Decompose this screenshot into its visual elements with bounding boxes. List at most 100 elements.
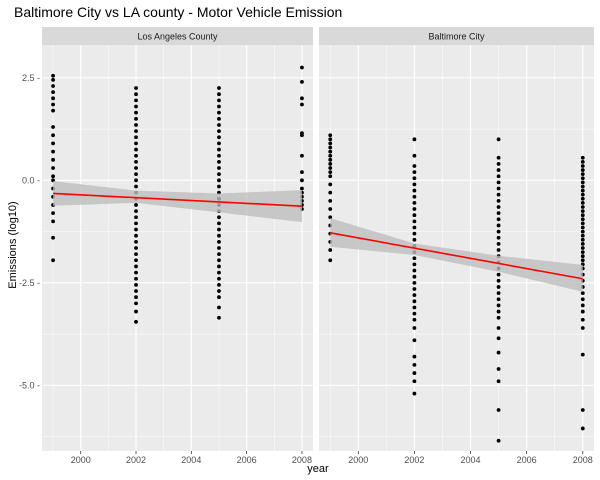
x-tick-label: 2008 bbox=[573, 455, 593, 465]
data-point bbox=[300, 96, 304, 101]
data-point bbox=[328, 190, 333, 195]
data-point bbox=[51, 211, 55, 216]
data-point bbox=[217, 86, 221, 90]
data-point bbox=[217, 141, 221, 146]
data-point bbox=[412, 137, 417, 142]
data-point bbox=[412, 311, 417, 316]
data-point bbox=[328, 198, 333, 203]
data-point bbox=[217, 283, 221, 287]
data-point bbox=[51, 258, 55, 263]
data-point bbox=[496, 303, 501, 308]
data-point bbox=[496, 367, 501, 371]
data-point bbox=[496, 155, 501, 160]
data-point bbox=[580, 188, 585, 193]
data-point bbox=[134, 153, 138, 158]
data-point bbox=[134, 309, 138, 314]
data-point bbox=[51, 125, 55, 129]
data-point bbox=[412, 317, 417, 322]
data-point bbox=[412, 362, 417, 367]
data-point bbox=[134, 98, 138, 103]
data-point bbox=[51, 108, 55, 113]
data-point bbox=[217, 246, 221, 250]
data-point bbox=[580, 258, 585, 263]
data-point bbox=[134, 129, 138, 134]
x-tick-label: 2008 bbox=[292, 455, 312, 465]
data-point bbox=[580, 205, 585, 209]
data-point bbox=[328, 153, 333, 158]
data-point bbox=[496, 408, 501, 412]
data-point bbox=[134, 159, 138, 164]
data-point bbox=[328, 170, 333, 175]
y-axis-title: Emissions (log10) bbox=[7, 201, 19, 288]
data-point bbox=[328, 215, 333, 220]
data-point bbox=[217, 98, 221, 103]
data-point bbox=[51, 219, 55, 224]
data-point bbox=[412, 287, 417, 291]
data-point bbox=[496, 186, 501, 191]
data-point bbox=[51, 77, 55, 82]
chart-title: Baltimore City vs LA county - Motor Vehi… bbox=[14, 4, 342, 20]
data-point bbox=[496, 137, 501, 142]
data-point bbox=[496, 315, 501, 320]
data-point bbox=[217, 215, 221, 220]
y-tick-label: 2.5 - bbox=[22, 73, 40, 83]
data-point bbox=[134, 166, 138, 170]
data-point bbox=[328, 137, 333, 142]
data-point bbox=[51, 96, 55, 101]
data-point bbox=[217, 270, 221, 275]
data-point bbox=[217, 221, 221, 226]
data-point bbox=[300, 170, 304, 175]
data-point bbox=[134, 283, 138, 287]
data-point bbox=[134, 258, 138, 263]
y-tick-label: -5.0 - bbox=[19, 380, 40, 390]
data-point bbox=[580, 317, 585, 322]
data-point bbox=[580, 196, 585, 201]
data-point bbox=[300, 133, 304, 138]
facet-strip bbox=[319, 27, 594, 45]
data-point bbox=[580, 200, 585, 205]
data-point bbox=[134, 264, 138, 269]
data-point bbox=[580, 209, 585, 213]
data-point bbox=[580, 184, 585, 189]
data-point bbox=[496, 336, 501, 341]
data-point bbox=[134, 178, 138, 183]
data-point bbox=[134, 227, 138, 232]
data-point bbox=[134, 276, 138, 281]
data-point bbox=[580, 229, 585, 234]
data-point bbox=[217, 184, 221, 189]
data-point bbox=[217, 123, 221, 127]
data-point bbox=[217, 227, 221, 232]
data-point bbox=[496, 379, 501, 384]
data-point bbox=[580, 176, 585, 181]
data-point bbox=[496, 272, 501, 277]
data-point bbox=[412, 280, 417, 285]
data-point bbox=[328, 258, 333, 263]
data-point bbox=[134, 295, 138, 300]
data-point bbox=[328, 166, 333, 170]
data-point bbox=[51, 133, 55, 138]
data-point bbox=[51, 102, 55, 107]
data-point bbox=[217, 252, 221, 257]
data-point bbox=[580, 164, 585, 168]
data-point bbox=[496, 192, 501, 197]
x-tick-label: 2002 bbox=[126, 455, 146, 465]
data-point bbox=[217, 233, 221, 238]
x-tick-label: 2006 bbox=[517, 455, 537, 465]
data-point bbox=[134, 184, 138, 189]
data-point bbox=[580, 233, 585, 238]
x-tick-label: 2000 bbox=[71, 455, 91, 465]
data-point bbox=[217, 159, 221, 164]
data-point bbox=[51, 235, 55, 240]
data-point bbox=[496, 326, 501, 330]
facet-panel: Baltimore City 2000 2002 2004 2006 2008 bbox=[319, 27, 594, 465]
data-point bbox=[134, 270, 138, 275]
data-point bbox=[217, 147, 221, 152]
data-point bbox=[134, 203, 138, 207]
data-point bbox=[134, 215, 138, 220]
data-point bbox=[580, 168, 585, 172]
data-point bbox=[328, 162, 333, 166]
data-point bbox=[496, 174, 501, 179]
